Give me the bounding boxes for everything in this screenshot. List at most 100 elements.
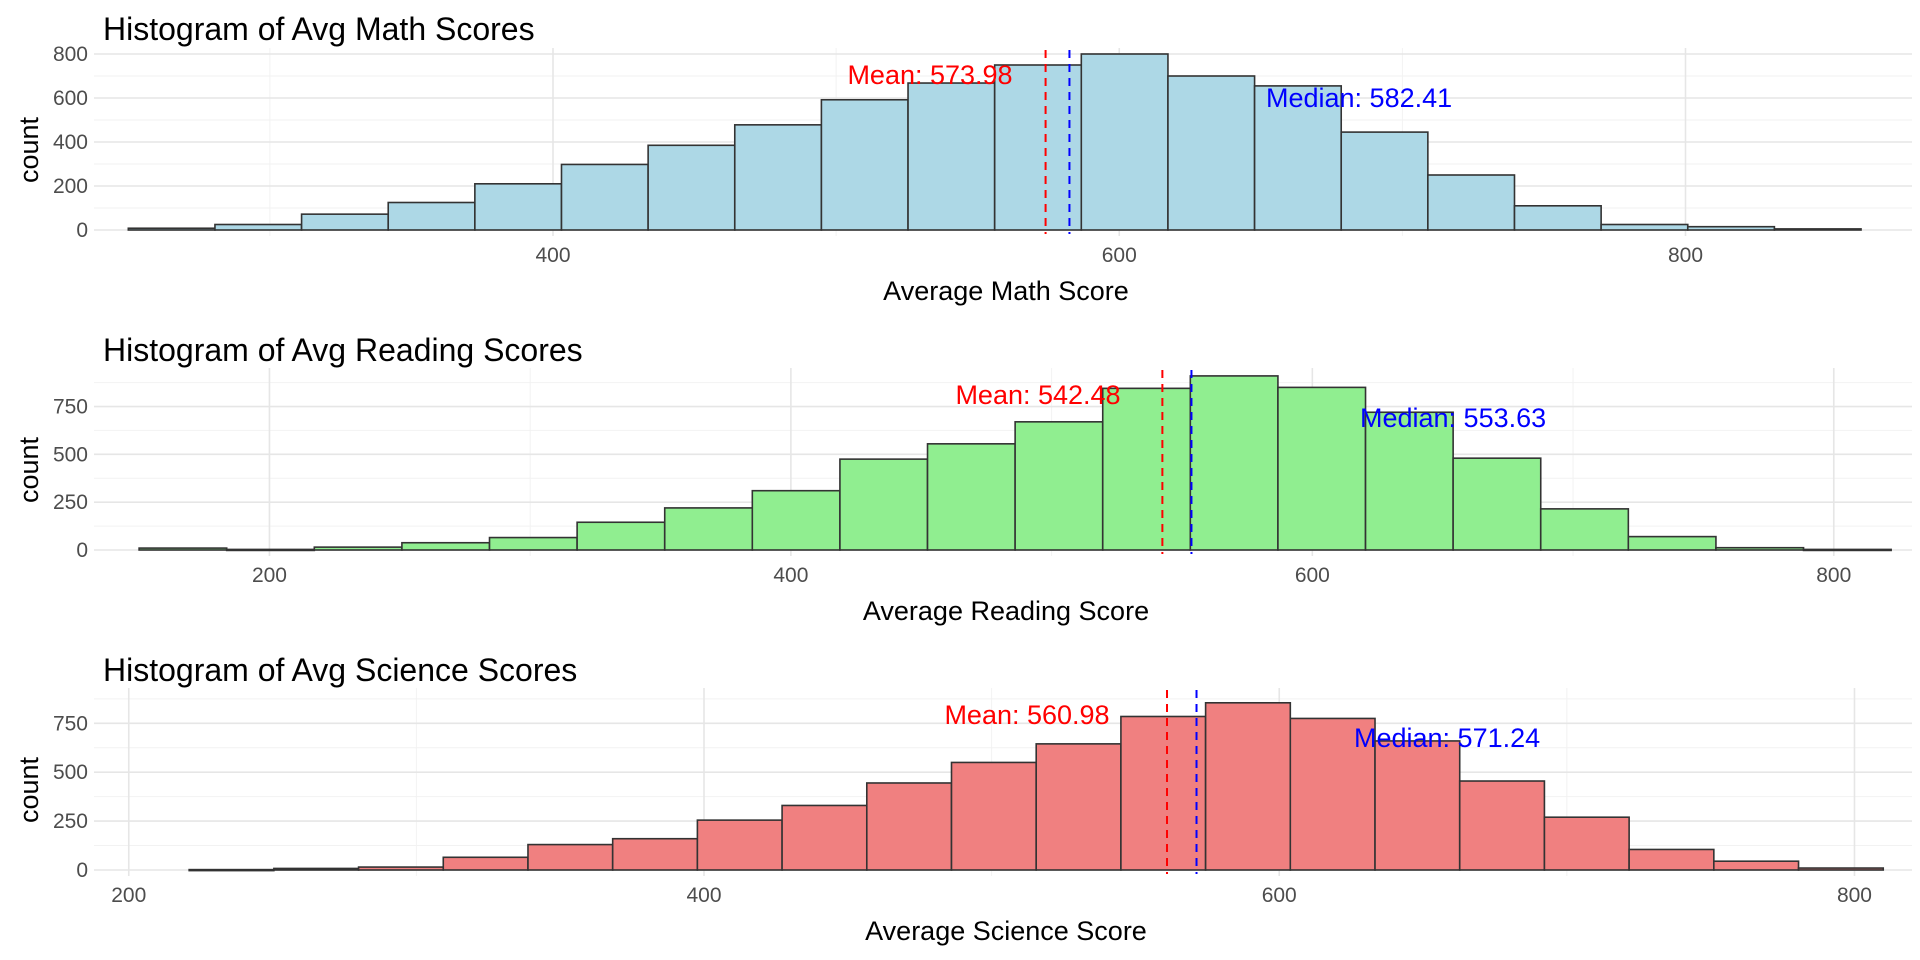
y-tick-label: 250 <box>53 810 88 833</box>
histogram-bar <box>1035 743 1122 871</box>
histogram-bar <box>865 782 953 871</box>
histogram-bar <box>1253 85 1343 231</box>
histogram-bar <box>950 761 1038 871</box>
histogram-bar <box>1120 715 1207 871</box>
histogram-bar <box>1802 548 1892 552</box>
histogram-bar <box>1189 375 1279 551</box>
histogram-bar <box>1452 457 1542 551</box>
histogram-bar <box>488 536 578 551</box>
histogram-bar <box>214 223 303 231</box>
histogram-bar <box>127 227 216 231</box>
y-axis-title: count <box>14 756 44 823</box>
histogram-bar <box>839 458 929 551</box>
histogram-bar <box>1715 546 1805 551</box>
y-axis-title: count <box>14 116 44 183</box>
histogram-bar <box>225 548 316 552</box>
histogram-bar <box>138 547 228 551</box>
histogram-bar <box>313 546 403 551</box>
histogram-bar <box>1277 386 1367 551</box>
histogram-bar <box>1773 228 1862 231</box>
histogram-bar <box>1289 717 1376 871</box>
histogram-bar <box>1204 701 1292 871</box>
histogram-bar <box>1627 535 1717 551</box>
histogram-bar <box>1543 816 1630 871</box>
histogram-bar <box>1600 223 1689 231</box>
histogram-bar <box>273 867 360 871</box>
histogram-bar <box>907 82 996 231</box>
y-tick-label: 750 <box>53 712 88 735</box>
histogram-bar <box>1458 780 1546 871</box>
y-tick-label: 250 <box>53 491 88 514</box>
panel-title: Histogram of Avg Reading Scores <box>103 332 583 368</box>
y-tick-label: 500 <box>53 761 88 784</box>
y-tick-label: 750 <box>53 396 88 419</box>
histogram-bar <box>401 541 491 551</box>
panel-title: Histogram of Avg Math Scores <box>103 11 535 47</box>
panel-title: Histogram of Avg Science Scores <box>103 652 577 688</box>
y-tick-label: 500 <box>53 443 88 466</box>
histogram-bar <box>188 868 275 872</box>
x-axis-title: Average Reading Score <box>863 596 1149 626</box>
histogram-bar <box>1014 421 1104 551</box>
histogram-bar <box>781 804 868 871</box>
histogram-bar <box>611 837 699 871</box>
histogram-bar <box>576 521 666 551</box>
histogram-bar <box>1797 867 1885 871</box>
histogram-bar <box>1340 131 1429 231</box>
histogram-bar <box>560 163 649 231</box>
x-tick-label: 400 <box>686 884 721 907</box>
histogram-panel-3: 200 400 600 800 0 250 500 750 Mean: 560.98 Median… <box>14 652 1912 946</box>
y-tick-label: 200 <box>53 175 88 198</box>
y-axis-title: count <box>14 436 44 503</box>
histogram-panel-1: 400 600 800 0 200 400 600 800 Mean: 573.98 Median… <box>14 11 1912 306</box>
x-tick-label: 600 <box>1295 564 1330 587</box>
histogram-bar <box>1539 508 1630 551</box>
histogram-bar <box>1101 387 1192 551</box>
y-tick-label: 0 <box>76 219 88 242</box>
y-tick-label: 400 <box>53 131 88 154</box>
histogram-bar <box>663 507 754 551</box>
histogram-bar <box>442 856 529 871</box>
x-tick-label: 200 <box>111 884 146 907</box>
histogram-bar <box>387 201 476 231</box>
histogram-bar <box>926 443 1016 551</box>
x-tick-label: 800 <box>1816 564 1851 587</box>
x-tick-label: 800 <box>1668 244 1703 267</box>
histogram-panel-2: 200 400 600 800 0 250 500 750 Mean: 542.48 Median… <box>14 332 1912 626</box>
x-tick-label: 600 <box>1262 884 1297 907</box>
median-annotation: Median: 553.63 <box>1360 403 1546 433</box>
histogram-bar <box>751 489 841 551</box>
histogram-bar <box>696 819 783 871</box>
histogram-bar <box>300 213 390 231</box>
histogram-bar <box>820 98 909 231</box>
mean-annotation: Mean: 573.98 <box>847 60 1012 90</box>
histogram-bar <box>527 843 614 871</box>
x-tick-label: 600 <box>1102 244 1137 267</box>
histogram-bar <box>733 124 823 231</box>
histogram-bar <box>1080 53 1169 231</box>
histogram-bar <box>1513 205 1602 231</box>
x-tick-label: 200 <box>252 564 287 587</box>
y-tick-label: 0 <box>76 539 88 562</box>
x-tick-label: 800 <box>1837 884 1872 907</box>
histogram-bar <box>1686 225 1776 231</box>
histogram-bar <box>1374 740 1461 871</box>
y-tick-label: 600 <box>53 87 88 110</box>
histogram-bar <box>647 144 736 231</box>
y-tick-label: 0 <box>76 859 88 882</box>
mean-annotation: Mean: 542.48 <box>955 380 1120 410</box>
x-tick-label: 400 <box>535 244 570 267</box>
histogram-bar <box>357 866 445 871</box>
mean-annotation: Mean: 560.98 <box>944 700 1109 730</box>
x-tick-label: 400 <box>773 564 808 587</box>
x-axis-title: Average Math Score <box>883 276 1129 306</box>
histogram-bar <box>474 183 563 231</box>
median-annotation: Median: 582.41 <box>1266 83 1452 113</box>
median-annotation: Median: 571.24 <box>1354 723 1540 753</box>
histogram-bar <box>1713 860 1800 871</box>
histogram-bar <box>1427 174 1516 231</box>
y-tick-label: 800 <box>53 43 88 66</box>
histogram-bar <box>1628 848 1715 871</box>
x-axis-title: Average Science Score <box>865 916 1147 946</box>
